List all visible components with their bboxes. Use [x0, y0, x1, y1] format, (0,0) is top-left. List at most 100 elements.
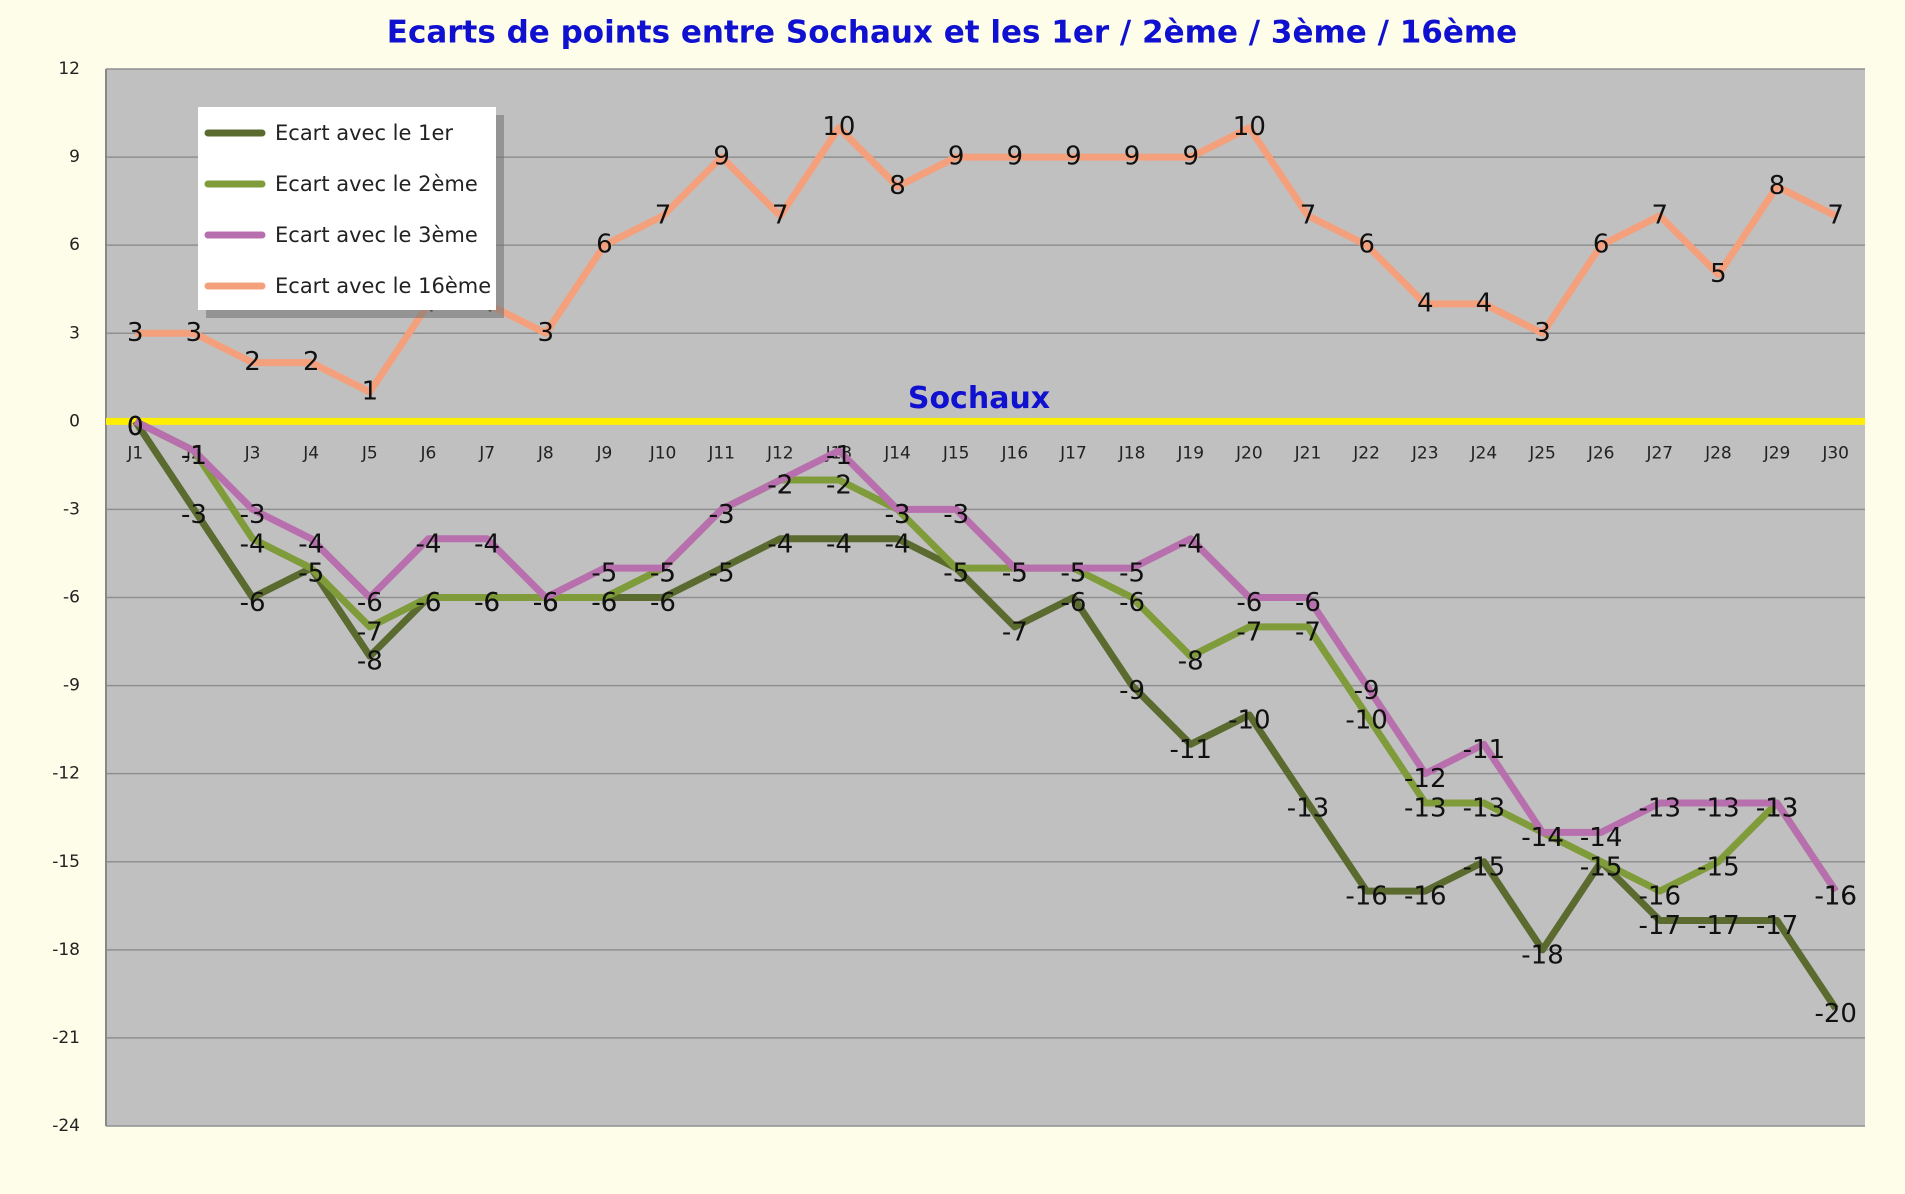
data-label: -11 — [1169, 735, 1211, 765]
data-label: -5 — [298, 559, 324, 589]
data-label: -6 — [1119, 588, 1145, 618]
data-label: -14 — [1521, 823, 1563, 853]
y-tick-label: 9 — [69, 147, 80, 167]
data-label: -18 — [1521, 940, 1563, 970]
data-label: 8 — [889, 171, 906, 201]
data-label: 0 — [127, 412, 144, 442]
data-label: -5 — [1119, 559, 1145, 589]
data-label: -2 — [826, 471, 852, 501]
data-label: 9 — [1007, 142, 1024, 172]
data-label: -6 — [474, 588, 500, 618]
data-label: -3 — [181, 500, 207, 530]
data-label: -6 — [650, 588, 676, 618]
x-tick-label: J18 — [1118, 443, 1146, 463]
data-label: -6 — [591, 588, 617, 618]
data-label: 9 — [713, 142, 730, 172]
data-label: -7 — [1295, 617, 1321, 647]
data-label: -3 — [885, 500, 911, 530]
x-tick-label: J17 — [1059, 443, 1087, 463]
series-line — [132, 419, 1839, 1011]
x-tick-label: J19 — [1176, 443, 1204, 463]
data-label: 2 — [244, 347, 261, 377]
data-label: -16 — [1639, 882, 1681, 912]
x-tick-label: J9 — [595, 443, 612, 463]
data-label: 4 — [1417, 288, 1434, 318]
data-label: 7 — [772, 200, 789, 230]
data-label: -1 — [181, 441, 207, 471]
data-label: -1 — [181, 441, 207, 471]
data-label: 3 — [186, 318, 203, 348]
data-label: -9 — [1354, 676, 1380, 706]
data-label: 6 — [1593, 230, 1610, 260]
data-label: -4 — [767, 529, 793, 559]
data-label: 6 — [596, 230, 613, 260]
x-tick-label: J8 — [537, 443, 554, 463]
data-label: -13 — [1463, 794, 1505, 824]
data-label: -9 — [1119, 676, 1145, 706]
data-label: 0 — [127, 412, 144, 442]
data-label: -20 — [1814, 999, 1856, 1029]
data-label: -7 — [357, 617, 383, 647]
y-tick-label: -12 — [52, 764, 80, 784]
data-label: -5 — [591, 559, 617, 589]
data-label: -5 — [1060, 559, 1086, 589]
data-label: 7 — [1652, 200, 1669, 230]
data-label: -14 — [1580, 823, 1622, 853]
legend-label: Ecart avec le 16ème — [275, 274, 491, 298]
y-tick-label: -6 — [63, 588, 80, 608]
x-tick-label: J20 — [1235, 443, 1263, 463]
x-tick-label: J16 — [1000, 443, 1028, 463]
legend-box — [198, 107, 496, 310]
y-tick-label: -24 — [52, 1116, 80, 1136]
data-label: 2 — [303, 347, 320, 377]
data-label: -13 — [1639, 794, 1681, 824]
data-label: -4 — [474, 529, 500, 559]
data-label: -6 — [357, 588, 383, 618]
data-label: -6 — [533, 588, 559, 618]
data-label: -16 — [1814, 882, 1856, 912]
y-tick-label: -9 — [63, 676, 80, 696]
series-line — [133, 418, 1839, 895]
data-label: -13 — [1404, 794, 1446, 824]
data-label: 3 — [127, 318, 144, 348]
data-label: 5 — [1710, 259, 1727, 289]
x-tick-label: J15 — [942, 443, 970, 463]
x-tick-label: J29 — [1763, 443, 1791, 463]
data-label: 8 — [1769, 171, 1786, 201]
y-tick-label: -15 — [52, 852, 80, 872]
y-tick-label: -18 — [52, 940, 80, 960]
data-label: -3 — [709, 500, 735, 530]
data-label: -4 — [885, 529, 911, 559]
data-label: -6 — [533, 588, 559, 618]
data-label: -8 — [357, 647, 383, 677]
data-label: -17 — [1639, 911, 1681, 941]
y-tick-label: -21 — [52, 1028, 80, 1048]
x-tick-label: J30 — [1821, 443, 1849, 463]
data-label: -6 — [1060, 588, 1086, 618]
data-label: -5 — [1002, 559, 1028, 589]
x-tick-label: J3 — [244, 443, 261, 463]
data-label: -6 — [474, 588, 500, 618]
data-label: -3 — [885, 500, 911, 530]
data-label: -17 — [1756, 911, 1798, 941]
x-tick-label: J12 — [766, 443, 794, 463]
data-label: -2 — [767, 471, 793, 501]
data-label: -8 — [1178, 647, 1204, 677]
data-label: -1 — [826, 441, 852, 471]
data-label: -4 — [1178, 529, 1204, 559]
data-label: 9 — [948, 142, 965, 172]
data-label: 6 — [1358, 230, 1375, 260]
data-label: -5 — [298, 559, 324, 589]
data-label: -6 — [416, 588, 442, 618]
legend-label: Ecart avec le 3ème — [275, 223, 478, 247]
data-label: -3 — [240, 500, 266, 530]
data-label: 3 — [537, 318, 554, 348]
y-tick-label: 6 — [69, 235, 80, 255]
data-label: -5 — [650, 559, 676, 589]
data-label: -5 — [943, 559, 969, 589]
data-label: -16 — [1345, 882, 1387, 912]
data-label: -5 — [709, 559, 735, 589]
x-tick-label: J11 — [707, 443, 735, 463]
x-tick-label: J21 — [1294, 443, 1322, 463]
